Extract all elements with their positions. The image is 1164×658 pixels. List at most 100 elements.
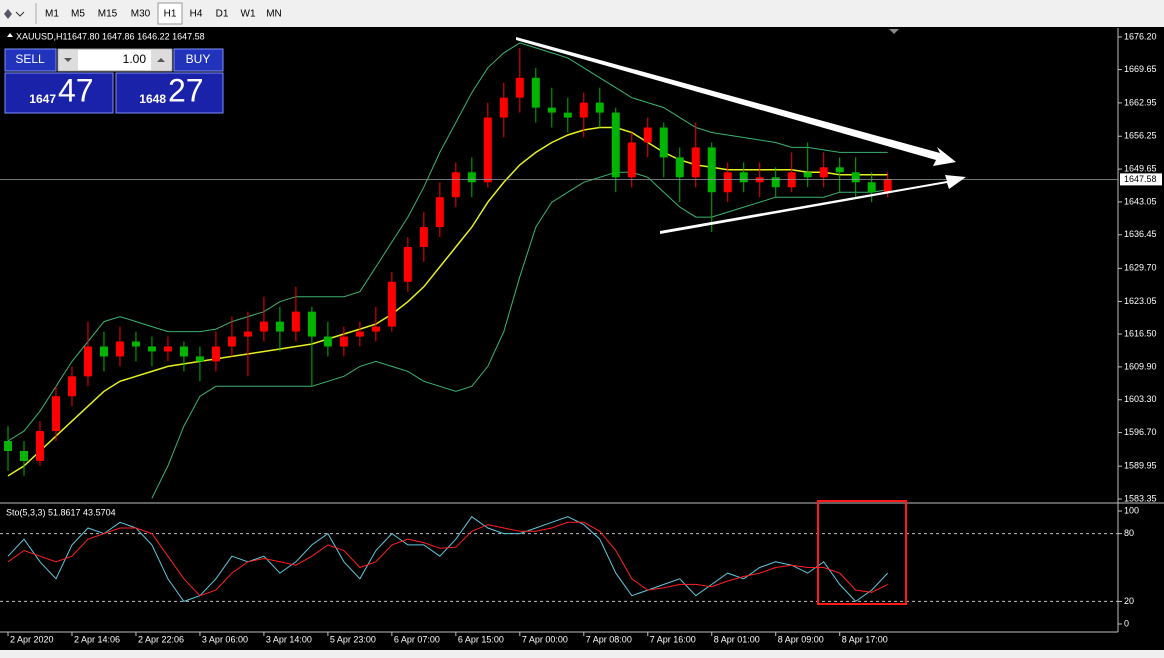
candle-body <box>595 102 604 113</box>
candle-body <box>659 127 668 158</box>
candle-body <box>227 336 236 347</box>
buy-price-box[interactable] <box>115 72 224 114</box>
candle-body <box>131 341 140 347</box>
x-tick-label: 7 Apr 08:00 <box>586 634 632 644</box>
candle-body <box>147 346 156 352</box>
candle-body <box>195 356 204 362</box>
y-tick-label: 1643.05 <box>1124 196 1157 206</box>
x-tick-label: 8 Apr 09:00 <box>778 634 824 644</box>
x-tick-label: 8 Apr 17:00 <box>842 634 888 644</box>
tool-dropdown[interactable] <box>15 11 25 17</box>
candle-body <box>803 172 812 178</box>
x-tick-label: 2 Apr 22:06 <box>138 634 184 644</box>
candle-body <box>499 97 508 118</box>
candle-body <box>179 346 188 357</box>
last-price-label: 1647.58 <box>1124 174 1157 184</box>
y-tick-label: 0 <box>1124 618 1129 628</box>
candle-body <box>707 147 716 193</box>
sell-price-box[interactable] <box>4 72 114 114</box>
series-line <box>7 521 888 597</box>
candle-body <box>115 341 124 357</box>
y-tick-label: 100 <box>1124 505 1139 515</box>
y-tick-label: 1603.30 <box>1124 394 1157 404</box>
y-tick-label: 1629.70 <box>1124 263 1157 273</box>
lot-input[interactable] <box>57 48 173 72</box>
buy-price-small: 1648 <box>139 92 166 106</box>
x-tick-label: 6 Apr 15:00 <box>458 634 504 644</box>
candle-body <box>83 346 92 377</box>
annotations <box>516 37 966 605</box>
bottom-strip <box>0 650 1164 658</box>
timeframe-button[interactable]: M15 <box>98 9 118 20</box>
timeframe-button[interactable]: M30 <box>131 9 151 20</box>
timeframe-button[interactable]: H1 <box>164 9 177 20</box>
up-arrow <box>157 58 165 62</box>
shift-marker <box>889 29 899 34</box>
y-tick-label: 1616.50 <box>1124 328 1157 338</box>
candle-body <box>435 197 444 228</box>
buy-label: BUY <box>186 52 211 66</box>
candle-body <box>563 112 572 118</box>
candle-body <box>851 172 860 183</box>
candle-body <box>611 112 620 178</box>
x-tick-label: 8 Apr 01:00 <box>714 634 760 644</box>
x-tick-label: 3 Apr 14:00 <box>266 634 312 644</box>
y-tick-label: 1589.95 <box>1124 461 1157 471</box>
candle-body <box>323 336 332 347</box>
candle-body <box>819 167 828 178</box>
y-tick-label: 1669.65 <box>1124 64 1157 74</box>
y-tick-label: 1676.20 <box>1124 31 1157 41</box>
upper-arrow <box>516 37 956 166</box>
candle-body <box>371 326 380 332</box>
candle-body <box>579 102 588 118</box>
timeframe-button[interactable]: M5 <box>71 9 85 20</box>
trade-panel: SELL 1.00 BUY 1647 47 1648 27 <box>4 48 224 114</box>
x-tick-label: 2 Apr 2020 <box>10 634 54 644</box>
last-price-tag <box>1120 173 1162 186</box>
series-line <box>7 42 888 442</box>
buy-button[interactable] <box>173 48 224 72</box>
candle-body <box>627 142 636 178</box>
x-tick-label: 6 Apr 07:00 <box>394 634 440 644</box>
y-tick-label: 1656.25 <box>1124 131 1157 141</box>
candle-body <box>211 346 220 362</box>
y-tick-label: 20 <box>1124 596 1134 606</box>
collapse-icon[interactable] <box>7 33 13 37</box>
candle-body <box>739 172 748 183</box>
y-tick-label: 1623.05 <box>1124 296 1157 306</box>
buy-price-big: 27 <box>168 72 204 108</box>
sell-button[interactable] <box>4 48 57 72</box>
candle-body <box>531 77 540 108</box>
candle-body <box>643 127 652 143</box>
timeframe-button[interactable]: M1 <box>45 9 59 20</box>
chart-area <box>0 27 1164 658</box>
lower-arrow <box>660 175 966 234</box>
x-tick-label: 2 Apr 14:06 <box>74 634 120 644</box>
candle-body <box>243 331 252 337</box>
lot-value: 1.00 <box>123 52 147 66</box>
x-tick-label: 7 Apr 00:00 <box>522 634 568 644</box>
candle-body <box>547 107 556 113</box>
candle-body <box>339 336 348 347</box>
x-tick-label: 7 Apr 16:00 <box>650 634 696 644</box>
candle-body <box>467 172 476 183</box>
timeframe-button[interactable]: MN <box>266 9 282 20</box>
candle-body <box>403 246 412 282</box>
timeframe-button[interactable]: W1 <box>241 9 256 20</box>
y-tick-label: 1662.95 <box>1124 97 1157 107</box>
toolbar <box>0 0 1164 27</box>
candle-body <box>867 182 876 193</box>
candle-body <box>883 179 892 193</box>
timeframe-button[interactable]: D1 <box>216 9 229 20</box>
timeframe-button[interactable]: H4 <box>190 9 203 20</box>
sell-price-big: 47 <box>58 72 94 108</box>
tool-icon <box>4 9 12 19</box>
y-tick-label: 1636.45 <box>1124 229 1157 239</box>
y-tick-label: 1609.90 <box>1124 361 1157 371</box>
candle-body <box>19 450 28 461</box>
y-tick-label: 1649.65 <box>1124 163 1157 173</box>
candle-body <box>723 172 732 193</box>
highlight-box <box>817 500 907 605</box>
